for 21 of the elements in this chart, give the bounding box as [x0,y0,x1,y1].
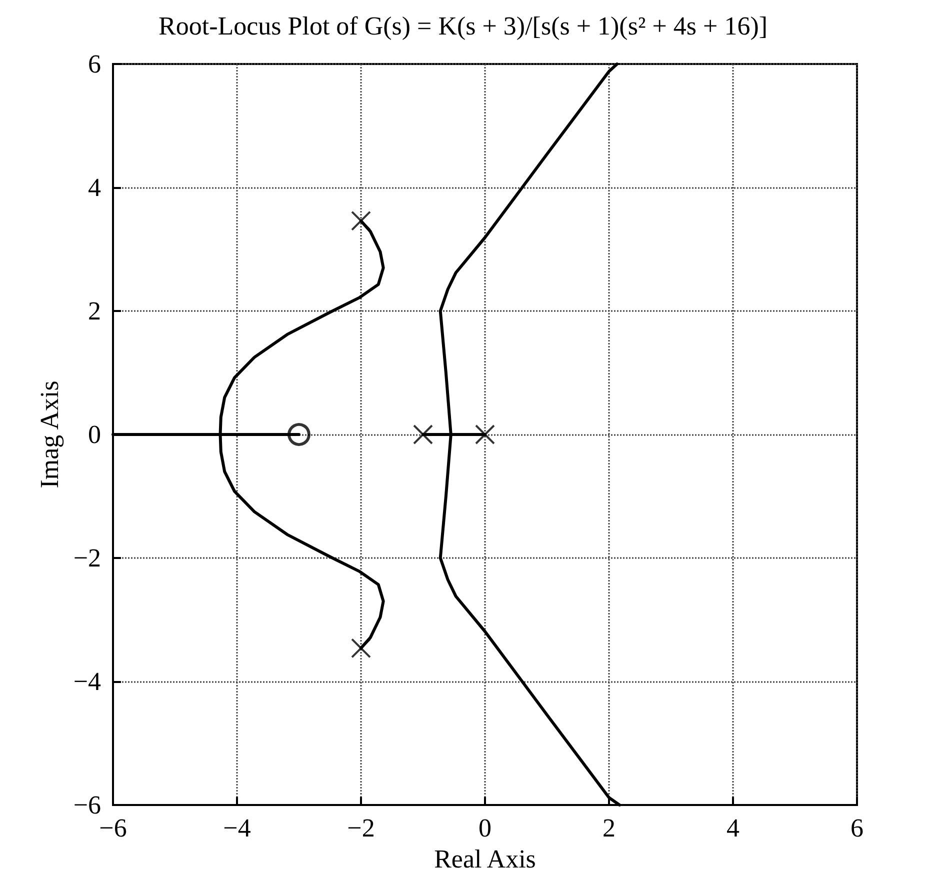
point [351,638,371,658]
point [288,423,310,446]
point [475,424,495,444]
x-tick-label: 4 [726,814,740,842]
y-tick-label: 0 [88,420,101,449]
x-tick-label: 2 [602,814,616,842]
y-tick-label: 6 [88,50,101,78]
point [351,210,371,231]
chart-title: Root-Locus Plot of G(s) = K(s + 3)/[s(s + 1)(s² + 4s + 16)] [158,12,768,40]
x-tick-label: 6 [850,814,864,842]
y-tick-label: −4 [73,667,101,696]
point [413,424,433,444]
y-tick-label: 4 [88,173,101,202]
y-tick-label: −2 [73,544,101,572]
y-axis-title: Imag Axis [34,380,64,488]
x-tick-label: −2 [347,814,375,842]
x-tick-label: −4 [223,814,251,842]
x-tick-label: 0 [478,814,492,842]
y-tick-label: −6 [73,790,101,820]
x-axis-title: Real Axis [434,844,536,874]
y-tick-label: 2 [88,296,101,326]
